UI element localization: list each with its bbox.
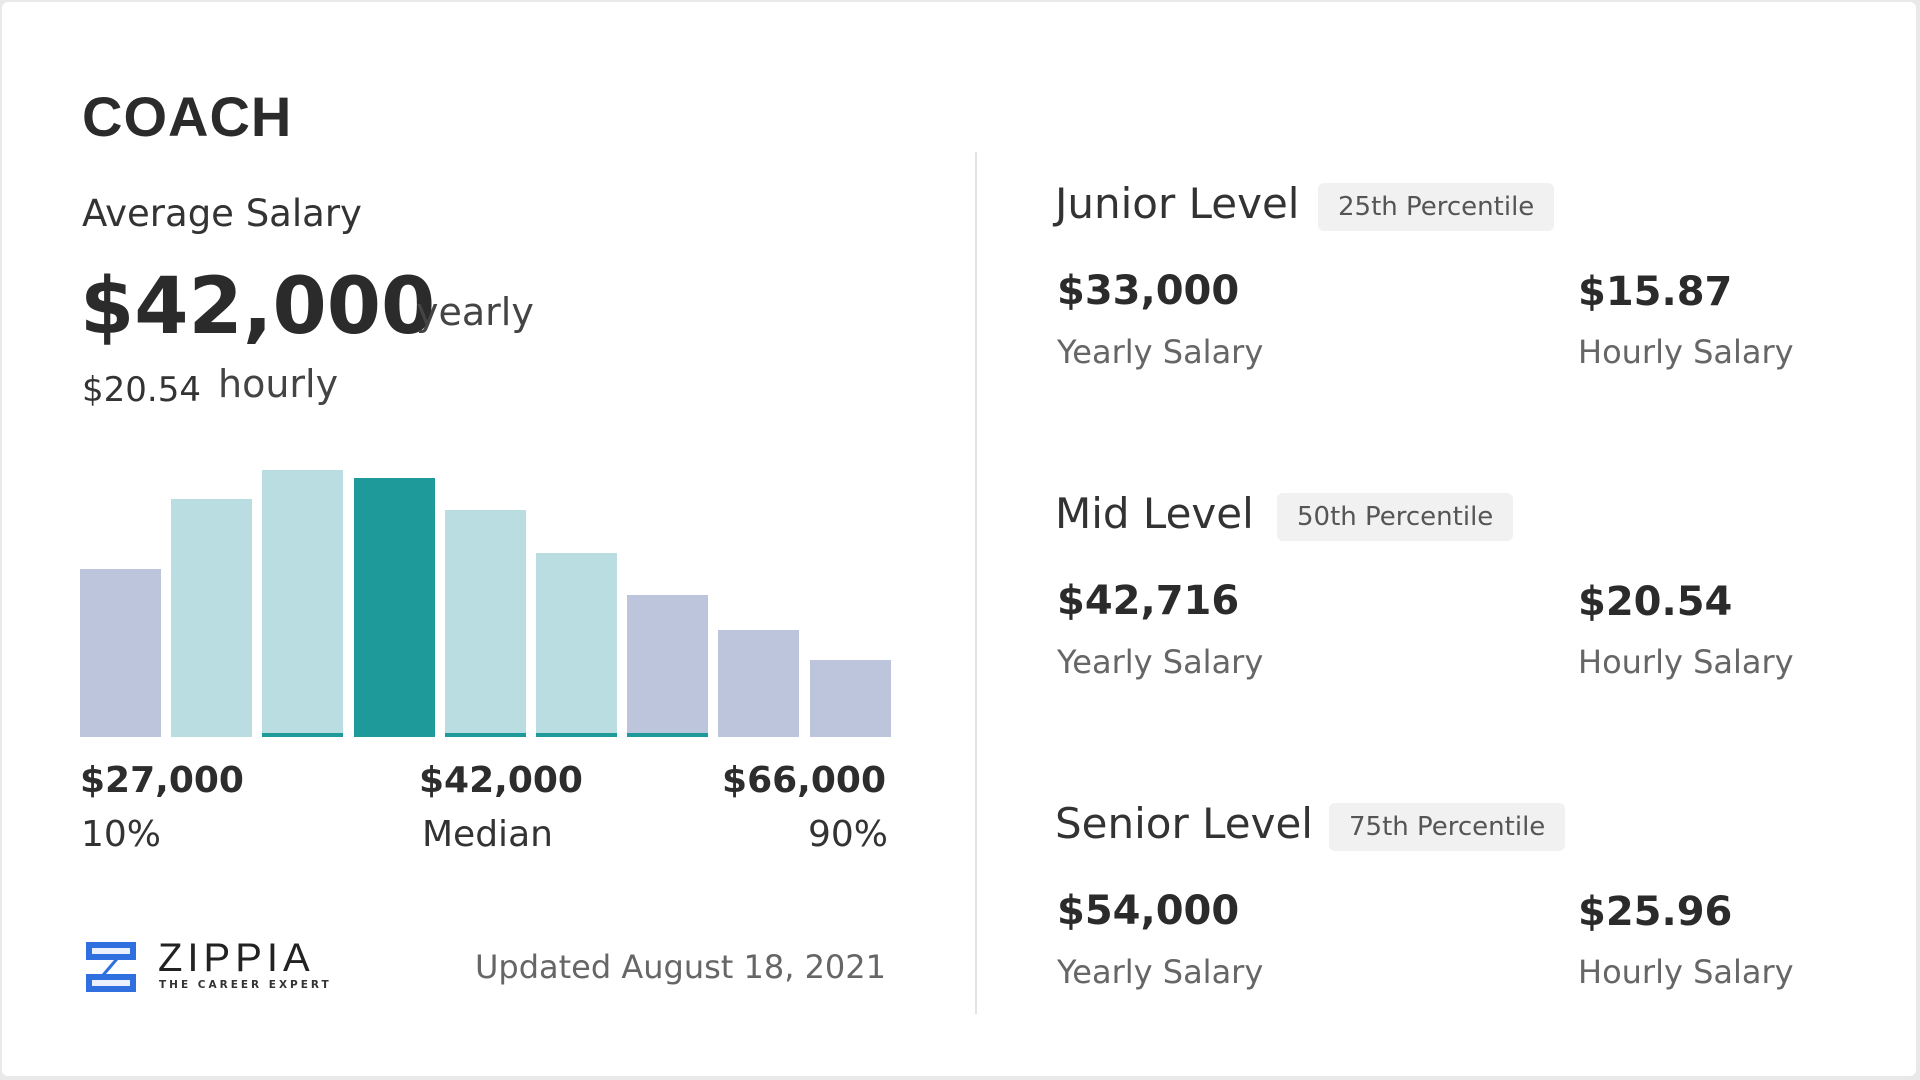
bar-median xyxy=(353,478,435,737)
bar xyxy=(80,568,161,737)
yearly-salary-label: Yearly Salary xyxy=(1057,953,1264,991)
average-salary-heading: Average Salary xyxy=(82,192,362,235)
hourly-salary-label: Hourly Salary xyxy=(1578,643,1794,681)
level-name: Mid Level xyxy=(1055,489,1254,538)
percentile-badge: 50th Percentile xyxy=(1277,493,1514,541)
yearly-salary-value: $54,000 xyxy=(1057,888,1240,934)
bar xyxy=(171,499,253,737)
bar xyxy=(718,630,800,737)
level-name: Senior Level xyxy=(1055,799,1313,848)
percentile-label-low: 10% xyxy=(81,814,162,855)
yearly-salary-value: $42,716 xyxy=(1057,578,1240,624)
zippia-tagline: THE CAREER EXPERT xyxy=(159,979,332,991)
tick-label-high: $66,000 xyxy=(722,760,886,801)
zippia-logo-text: ZIPPIA xyxy=(158,936,315,980)
divider xyxy=(975,152,977,1014)
bar xyxy=(809,659,891,737)
bar xyxy=(536,552,617,737)
yearly-salary-value: $33,000 xyxy=(1057,268,1240,314)
bar xyxy=(627,595,709,737)
level-name: Junior Level xyxy=(1055,179,1300,228)
hourly-label: hourly xyxy=(218,362,339,406)
tick-label-low: $27,000 xyxy=(80,760,244,801)
bar xyxy=(444,510,526,737)
percentile-badge: 75th Percentile xyxy=(1329,803,1566,851)
percentile-label-median: Median xyxy=(422,814,553,855)
yearly-salary-label: Yearly Salary xyxy=(1057,333,1264,371)
bar xyxy=(262,470,344,737)
hourly-salary-value: $25.96 xyxy=(1578,889,1733,935)
percentile-label-high: 90% xyxy=(807,814,888,855)
percentile-badge: 25th Percentile xyxy=(1318,183,1555,231)
updated-date: Updated August 18, 2021 xyxy=(474,948,886,986)
job-title: COACH xyxy=(82,85,293,148)
average-hourly-value: $20.54 xyxy=(82,370,201,410)
hourly-salary-value: $20.54 xyxy=(1578,579,1733,625)
yearly-label: yearly xyxy=(416,290,534,334)
average-yearly-value: $42,000 xyxy=(80,262,436,352)
hourly-salary-label: Hourly Salary xyxy=(1578,953,1794,991)
zippia-logo-icon xyxy=(84,940,138,998)
tick-label-median: $42,000 xyxy=(419,760,583,801)
hourly-salary-value: $15.87 xyxy=(1578,269,1733,315)
yearly-salary-label: Yearly Salary xyxy=(1057,643,1264,681)
hourly-salary-label: Hourly Salary xyxy=(1578,333,1794,371)
